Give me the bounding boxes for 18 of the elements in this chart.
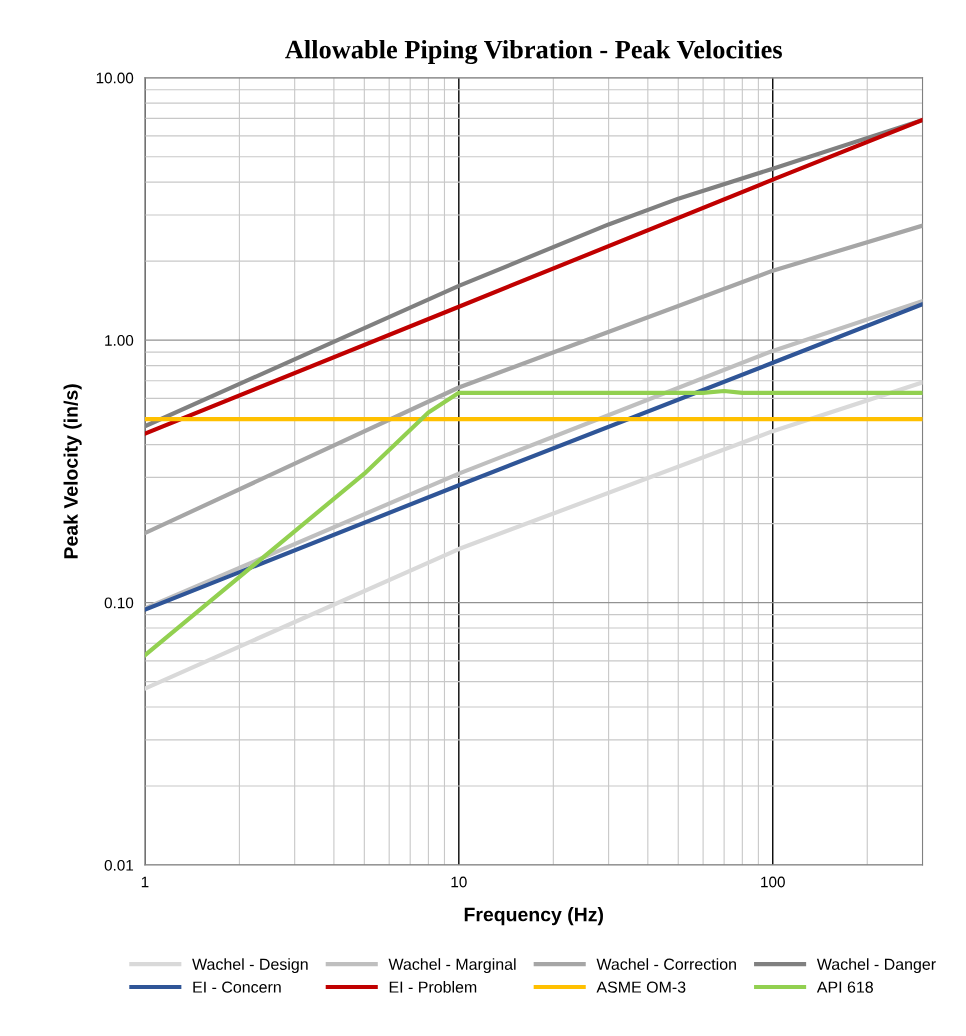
legend-label: Wachel - Danger [816,958,936,974]
y-axis-title: Peak Velocity (in/s) [63,384,82,559]
legend-label: Wachel - Correction [596,958,736,970]
x-tick-label: 10 [451,876,467,888]
y-tick-label: 0.10 [104,597,134,609]
y-tick-label: 0.01 [104,859,134,871]
legend-label: API 618 [816,981,873,993]
y-tick-label: 10.00 [96,72,134,84]
legend-label: EI - Problem [389,981,477,993]
x-tick-label: 100 [761,876,785,888]
legend-label: Wachel - Marginal [388,958,516,974]
chart-title: Allowable Piping Vibration - Peak Velocities [285,39,782,65]
y-tick-label: 1.00 [105,335,134,346]
legend-label: EI - Concern [193,981,281,993]
x-tick-label: 1 [141,876,149,888]
x-axis-title: Frequency (Hz) [464,907,603,926]
legend-label: ASME OM-3 [596,981,686,993]
legend-label: Wachel - Design [192,958,308,974]
